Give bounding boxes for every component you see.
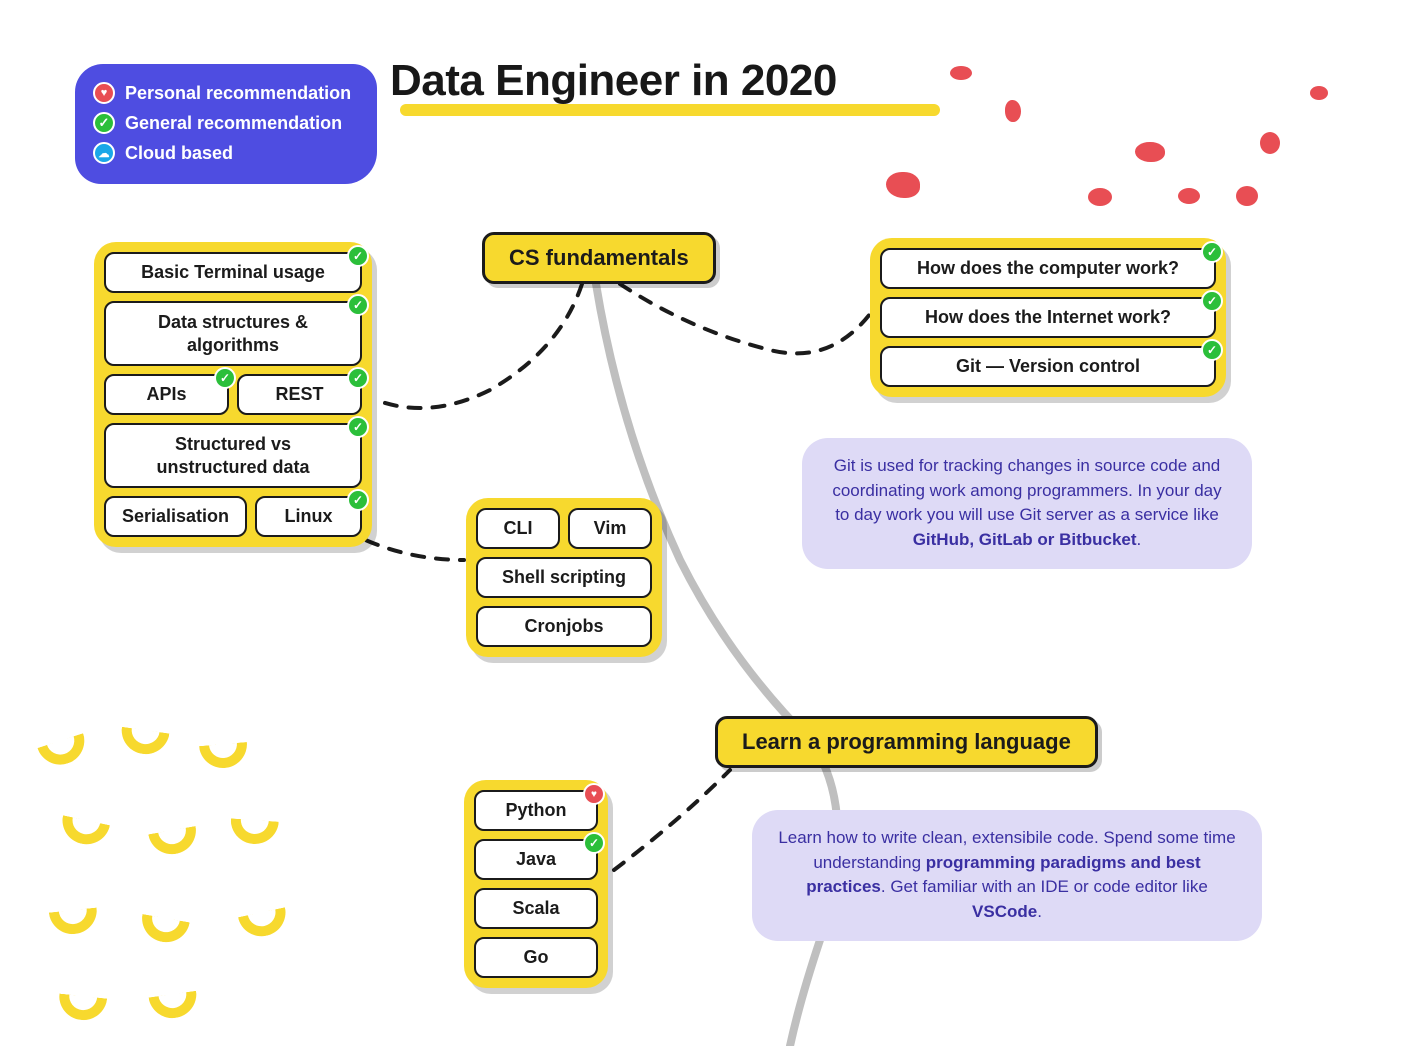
doodle-arc: [119, 727, 170, 757]
doodle-arc: [149, 991, 200, 1021]
cloud-icon: [93, 142, 115, 164]
check-icon: [583, 832, 605, 854]
doodle-arc: [58, 815, 110, 848]
doodle-blob: [1260, 132, 1280, 154]
callout-language: Learn how to write clean, extensibile co…: [752, 810, 1262, 941]
topic-chip[interactable]: Data structures & algorithms: [104, 301, 362, 366]
doodle-arc: [49, 908, 99, 937]
section-cs-fundamentals[interactable]: CS fundamentals: [482, 232, 716, 284]
doodle-arc: [238, 907, 290, 940]
topic-chip[interactable]: Git — Version control: [880, 346, 1216, 387]
check-icon: [1201, 339, 1223, 361]
section-learn-language[interactable]: Learn a programming language: [715, 716, 1098, 768]
doodle-arc: [229, 818, 279, 845]
topic-chip[interactable]: How does the Internet work?: [880, 297, 1216, 338]
legend-label: Personal recommendation: [125, 83, 351, 104]
doodle-blob: [886, 172, 920, 198]
legend-item-general: General recommendation: [93, 108, 351, 138]
check-icon: [347, 367, 369, 389]
check-icon: [347, 245, 369, 267]
topic-chip[interactable]: CLI: [476, 508, 560, 549]
page-title-block: Data Engineer in 2020: [390, 56, 940, 116]
heart-icon: [583, 783, 605, 805]
doodle-arc: [148, 826, 199, 858]
page-title: Data Engineer in 2020: [390, 56, 940, 106]
doodle-arc: [138, 914, 189, 946]
topic-chip[interactable]: Java: [474, 839, 598, 880]
topic-chip[interactable]: Linux: [255, 496, 362, 537]
legend-panel: Personal recommendation General recommen…: [75, 64, 377, 184]
topic-chip[interactable]: How does the computer work?: [880, 248, 1216, 289]
roadmap-canvas: Personal recommendation General recommen…: [0, 0, 1402, 1046]
legend-item-personal: Personal recommendation: [93, 78, 351, 108]
topic-chip[interactable]: Structured vs unstructured data: [104, 423, 362, 488]
check-icon: [1201, 241, 1223, 263]
legend-item-cloud: Cloud based: [93, 138, 351, 168]
check-icon: [347, 416, 369, 438]
check-icon: [1201, 290, 1223, 312]
check-icon: [214, 367, 236, 389]
heart-icon: [93, 82, 115, 104]
topic-chip[interactable]: Go: [474, 937, 598, 978]
doodle-blob: [1178, 188, 1200, 204]
group-cs-right: How does the computer work? How does the …: [870, 238, 1226, 397]
doodle-blob: [950, 66, 972, 80]
topic-chip[interactable]: Basic Terminal usage: [104, 252, 362, 293]
legend-label: Cloud based: [125, 143, 233, 164]
topic-chip[interactable]: APIs: [104, 374, 229, 415]
doodle-arc: [199, 742, 249, 770]
check-icon: [347, 489, 369, 511]
topic-chip[interactable]: REST: [237, 374, 362, 415]
topic-chip[interactable]: Python: [474, 790, 598, 831]
check-icon: [347, 294, 369, 316]
doodle-blob: [1135, 142, 1165, 162]
doodle-blob: [1005, 100, 1021, 122]
check-icon: [93, 112, 115, 134]
legend-label: General recommendation: [125, 113, 342, 134]
topic-chip[interactable]: Serialisation: [104, 496, 247, 537]
group-languages: Python Java Scala Go: [464, 780, 608, 988]
topic-chip[interactable]: Vim: [568, 508, 652, 549]
doodle-blob: [1088, 188, 1112, 206]
doodle-blob: [1236, 186, 1258, 206]
topic-chip[interactable]: Cronjobs: [476, 606, 652, 647]
topic-chip[interactable]: Shell scripting: [476, 557, 652, 598]
callout-git: Git is used for tracking changes in sour…: [802, 438, 1252, 569]
group-cs-left: Basic Terminal usage Data structures & al…: [94, 242, 372, 547]
topic-chip[interactable]: Scala: [474, 888, 598, 929]
doodle-arc: [37, 733, 90, 771]
doodle-arc: [57, 994, 107, 1023]
doodle-blob: [1310, 86, 1328, 100]
group-linux: CLIVim Shell scripting Cronjobs: [466, 498, 662, 657]
